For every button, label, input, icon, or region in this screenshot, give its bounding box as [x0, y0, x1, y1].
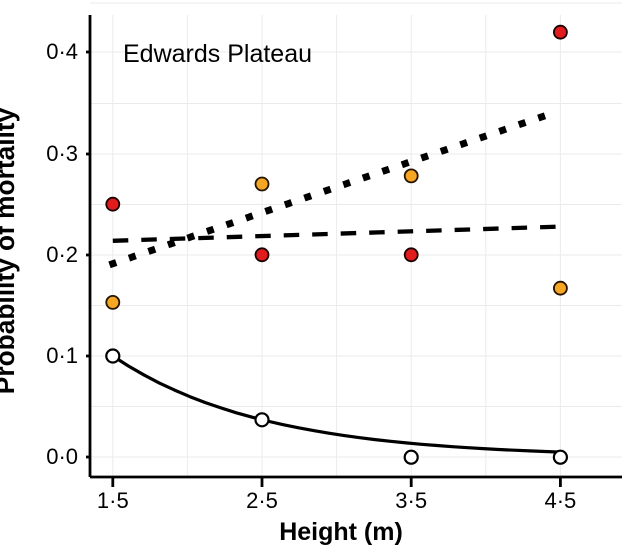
svg-text:2·5: 2·5: [246, 488, 278, 513]
svg-text:Edwards Plateau: Edwards Plateau: [123, 40, 312, 68]
svg-text:3·5: 3·5: [395, 488, 427, 513]
svg-text:0·0: 0·0: [46, 444, 78, 469]
svg-text:0·1: 0·1: [46, 343, 78, 368]
svg-text:0·3: 0·3: [46, 141, 78, 166]
svg-text:4·5: 4·5: [545, 488, 577, 513]
svg-text:0·4: 0·4: [46, 39, 78, 64]
svg-text:1·5: 1·5: [97, 488, 129, 513]
svg-text:Height (m): Height (m): [279, 518, 403, 546]
svg-text:0·2: 0·2: [46, 242, 78, 267]
svg-text:Probability of mortality: Probability of mortality: [0, 107, 20, 394]
